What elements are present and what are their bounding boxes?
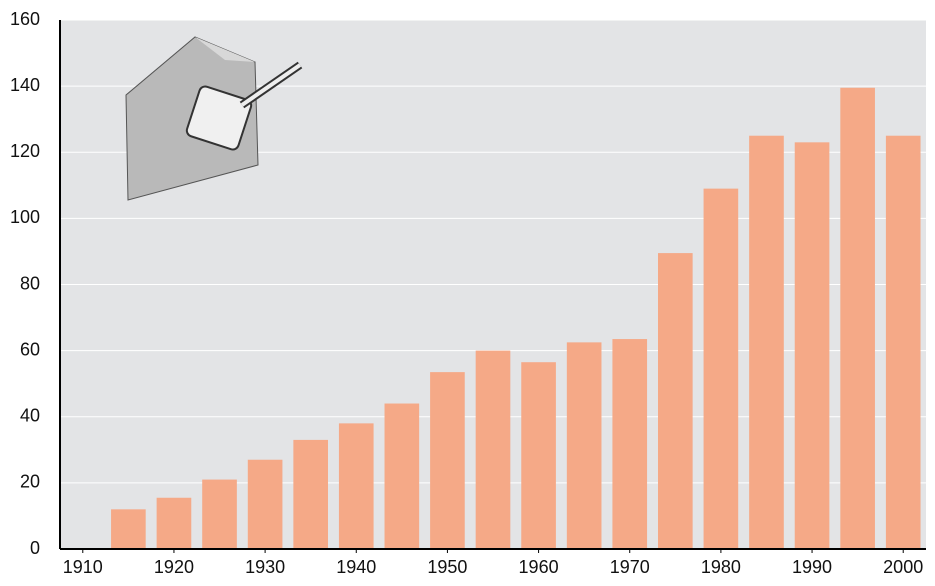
bar: [749, 135, 784, 549]
y-tick-label: 80: [20, 273, 40, 293]
y-tick-label: 160: [10, 9, 40, 29]
x-tick-label: 1920: [154, 557, 194, 577]
bar: [840, 87, 875, 549]
x-tick-label: 1970: [610, 557, 650, 577]
x-tick-label: 1950: [427, 557, 467, 577]
bars: [111, 87, 921, 550]
bar: [703, 188, 739, 549]
y-tick-label: 140: [10, 75, 40, 95]
bar: [156, 497, 192, 549]
x-tick-label: 1930: [245, 557, 285, 577]
y-tick-label: 120: [10, 141, 40, 161]
bar: [657, 253, 693, 549]
y-tick-label: 60: [20, 339, 40, 359]
illustration: [125, 36, 303, 201]
bar: [293, 439, 329, 549]
y-tick-label: 40: [20, 406, 40, 426]
bar: [430, 372, 465, 549]
bar: [566, 342, 602, 549]
y-tick-label: 0: [30, 538, 40, 558]
bar: [521, 362, 556, 549]
bar: [612, 339, 648, 549]
bar: [111, 509, 146, 549]
bar: [338, 423, 374, 549]
bar: [794, 142, 830, 550]
bar: [885, 135, 921, 549]
x-tick-label: 1910: [63, 557, 103, 577]
bar: [202, 479, 237, 549]
x-tick-label: 1980: [701, 557, 741, 577]
y-tick-label: 20: [20, 472, 40, 492]
x-tick-label: 1990: [792, 557, 832, 577]
bar: [384, 403, 420, 549]
x-tick-label: 1940: [336, 557, 376, 577]
bar: [247, 459, 283, 549]
x-tick-label: 2000: [883, 557, 923, 577]
y-tick-label: 100: [10, 207, 40, 227]
bar: [475, 350, 511, 549]
x-tick-label: 1960: [519, 557, 559, 577]
